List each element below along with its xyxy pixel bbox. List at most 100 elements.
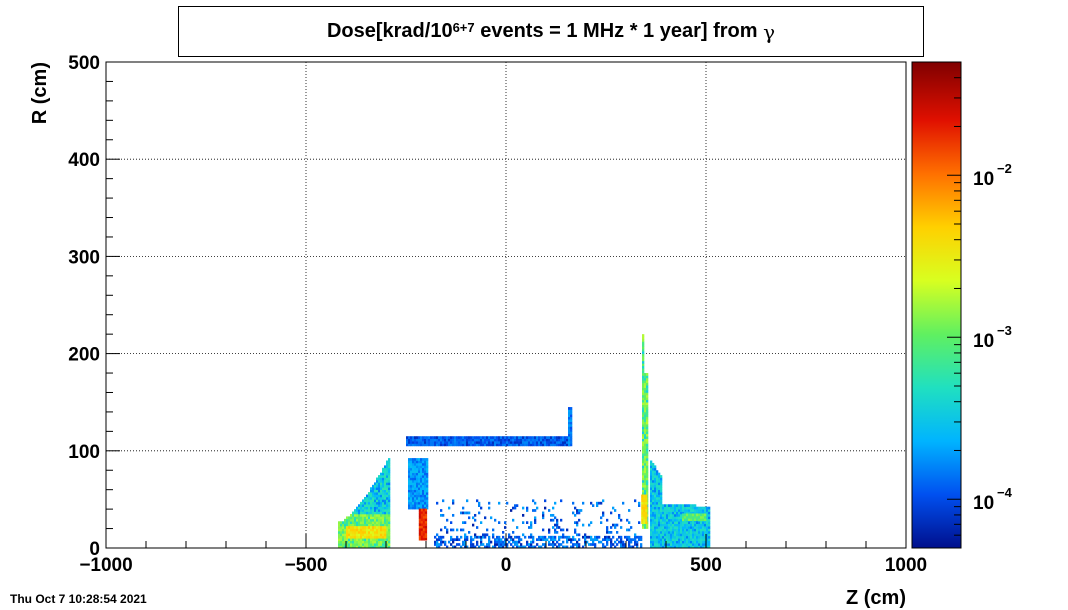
heatmap-cell	[652, 465, 655, 469]
heatmap-cell	[654, 467, 657, 471]
heatmap-cell	[510, 443, 513, 447]
heatmap-cell	[574, 521, 577, 524]
heatmap-cell	[436, 538, 439, 542]
heatmap-cell	[646, 460, 649, 464]
heatmap-cell	[602, 543, 605, 546]
heatmap-cell	[672, 535, 675, 539]
heatmap-cell	[478, 545, 481, 549]
heatmap-cells	[338, 334, 711, 549]
heatmap-cell	[380, 477, 383, 481]
heatmap-cell	[418, 528, 422, 531]
heatmap-cell	[482, 441, 485, 444]
heatmap-cell	[436, 501, 439, 505]
heatmap-cell	[466, 499, 469, 503]
heatmap-cell	[522, 443, 525, 447]
grid-layer	[106, 62, 906, 548]
heatmap-cell	[610, 526, 613, 529]
heatmap-cell	[660, 545, 663, 549]
heatmap-cell	[412, 496, 415, 500]
heatmap-cell	[488, 441, 491, 444]
heatmap-cell	[642, 465, 645, 469]
heatmap-cell	[374, 496, 377, 500]
heatmap-cell	[426, 470, 429, 473]
heatmap-cell	[526, 443, 529, 447]
heatmap-cell	[658, 530, 661, 534]
heatmap-cell	[690, 515, 693, 519]
heatmap-cell	[464, 533, 467, 537]
heatmap-cell	[662, 538, 665, 542]
heatmap-cell	[660, 533, 663, 537]
heatmap-cell	[452, 540, 455, 544]
heatmap-cell	[678, 543, 681, 546]
heatmap-cell	[420, 513, 424, 517]
heatmap-cell	[504, 521, 507, 524]
heatmap-cell	[424, 494, 427, 498]
heatmap-cell	[696, 506, 699, 510]
heatmap-cell	[692, 533, 695, 537]
heatmap-cell	[494, 538, 497, 542]
heatmap-cell	[656, 499, 659, 503]
heatmap-cell	[418, 487, 421, 490]
heatmap-cell	[672, 538, 675, 542]
heatmap-cell	[386, 506, 389, 510]
heatmap-cell	[694, 511, 697, 515]
heatmap-cell	[654, 472, 657, 476]
heatmap-cell	[350, 526, 353, 529]
heatmap-cell	[428, 438, 431, 442]
chart-title-superscript: 6+7	[452, 20, 475, 35]
heatmap-cell	[468, 443, 471, 447]
heatmap-cell	[352, 533, 355, 537]
heatmap-cell	[668, 521, 671, 524]
heatmap-cell	[388, 521, 391, 524]
heatmap-cell	[370, 521, 373, 524]
heatmap-cell	[442, 513, 445, 517]
heatmap-cell	[690, 506, 693, 510]
heatmap-cell	[678, 533, 681, 537]
heatmap-cell	[642, 351, 645, 354]
heatmap-cell	[376, 513, 379, 517]
heatmap-cell	[378, 475, 381, 478]
heatmap-cell	[644, 458, 647, 461]
heatmap-cell	[646, 450, 649, 454]
heatmap-cell	[644, 385, 647, 388]
heatmap-cell	[664, 504, 667, 507]
heatmap-cell	[552, 513, 555, 517]
heatmap-cell	[388, 467, 391, 471]
heatmap-cell	[460, 443, 463, 447]
heatmap-cell	[344, 526, 347, 529]
heatmap-cell	[414, 443, 417, 447]
heatmap-cell	[430, 436, 433, 439]
heatmap-cell	[530, 436, 533, 439]
heatmap-cell	[684, 530, 687, 534]
heatmap-cell	[410, 470, 413, 473]
heatmap-cell	[676, 521, 679, 524]
heatmap-cell	[548, 436, 551, 439]
heatmap-cell	[450, 535, 453, 539]
heatmap-cell	[652, 462, 655, 466]
heatmap-cell	[510, 436, 513, 439]
heatmap-cell	[642, 487, 645, 490]
heatmap-cell	[644, 477, 647, 481]
heatmap-cell	[614, 509, 617, 512]
heatmap-cell	[642, 462, 645, 466]
heatmap-cell	[478, 501, 481, 505]
heatmap-cell	[708, 523, 711, 527]
heatmap-cell	[516, 535, 519, 539]
heatmap-cell	[654, 540, 657, 544]
heatmap-cell	[498, 538, 501, 542]
heatmap-cell	[510, 438, 513, 442]
heatmap-cell	[658, 543, 661, 546]
heatmap-cell	[498, 545, 501, 549]
heatmap-cell	[654, 477, 657, 481]
heatmap-cell	[444, 526, 447, 529]
heatmap-cell	[656, 475, 659, 478]
heatmap-cell	[388, 543, 391, 546]
heatmap-cell	[344, 521, 347, 524]
heatmap-cell	[562, 535, 565, 539]
heatmap-cell	[650, 518, 653, 522]
heatmap-cell	[596, 501, 599, 505]
heatmap-cell	[464, 441, 467, 444]
heatmap-cell	[388, 477, 391, 481]
heatmap-cell	[348, 518, 351, 522]
heatmap-cell	[682, 515, 685, 519]
